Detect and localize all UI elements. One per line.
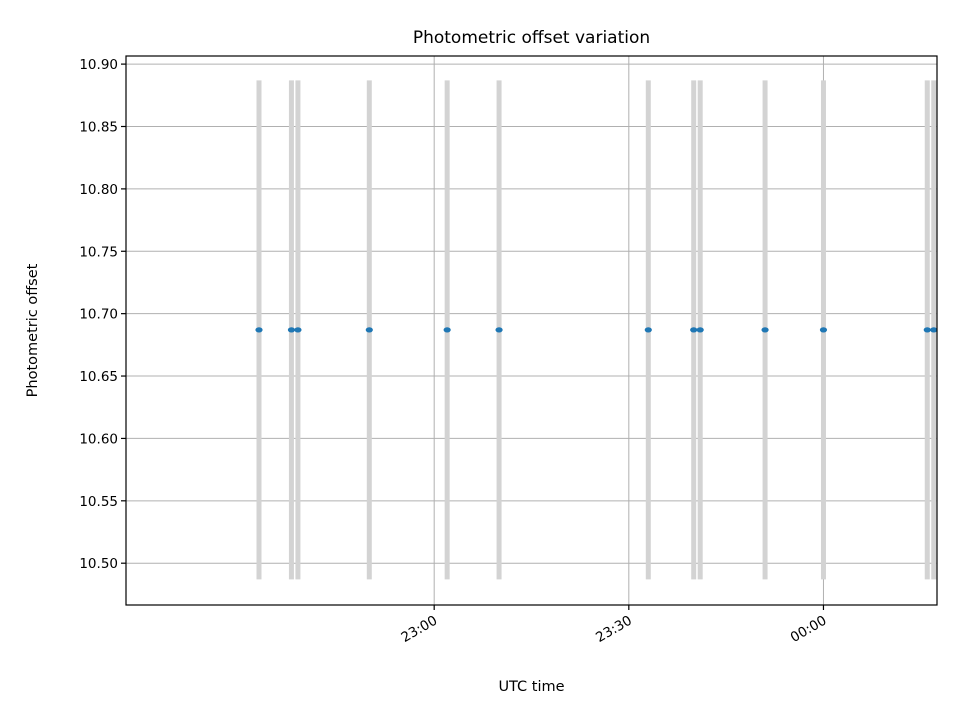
data-point [696, 327, 704, 333]
y-tick-label: 10.50 [79, 556, 118, 572]
data-point [690, 327, 698, 333]
y-tick-label: 10.85 [79, 119, 118, 135]
plot-area-background [126, 56, 937, 605]
data-point [294, 327, 302, 333]
data-point [930, 327, 938, 333]
data-point [761, 327, 769, 333]
y-tick-label: 10.55 [79, 494, 118, 510]
chart-title: Photometric offset variation [413, 28, 650, 48]
data-point [495, 327, 503, 333]
data-point [443, 327, 451, 333]
data-point [255, 327, 263, 333]
y-tick-label: 10.70 [79, 307, 118, 323]
data-point [287, 327, 296, 333]
y-tick-label: 10.80 [79, 182, 118, 198]
y-tick-label: 10.90 [79, 57, 118, 73]
y-tick-label: 10.60 [79, 431, 118, 447]
y-axis-label: Photometric offset [25, 263, 41, 397]
plot-frame [125, 55, 938, 606]
data-point [644, 327, 652, 333]
data-point [365, 327, 373, 333]
data-point [923, 327, 931, 333]
data-point [819, 327, 828, 333]
x-axis-label: UTC time [498, 679, 564, 695]
y-tick-label: 10.65 [79, 369, 118, 385]
y-tick-label: 10.75 [79, 244, 118, 260]
data-points [255, 327, 938, 333]
